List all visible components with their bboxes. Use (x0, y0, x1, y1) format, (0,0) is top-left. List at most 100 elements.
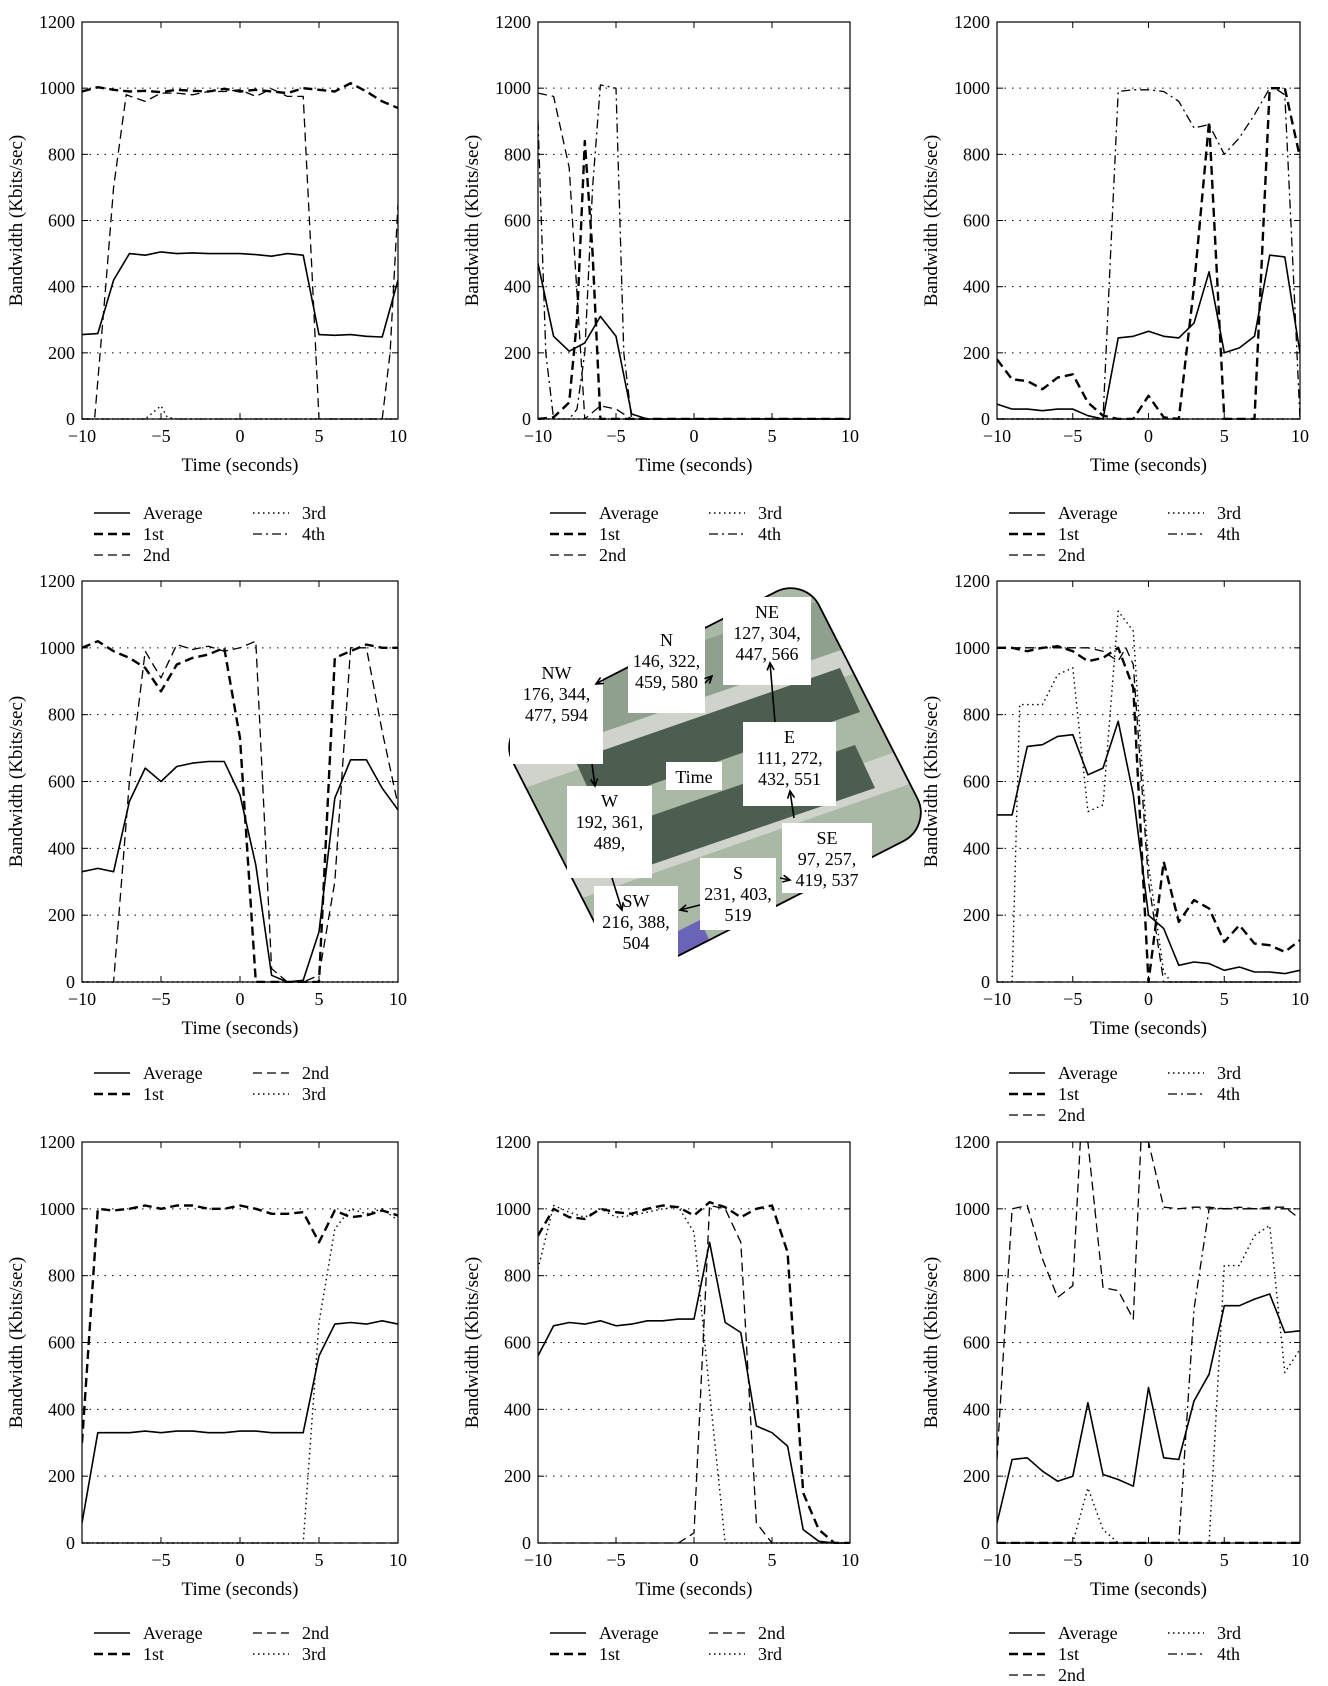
series-line-2nd (82, 88, 398, 420)
x-tick-label: 5 (315, 989, 324, 1009)
time-values: 504 (623, 933, 650, 953)
y-axis-label: Bandwidth (Kbits/sec) (6, 1257, 27, 1429)
series-line-1st (997, 645, 1300, 983)
y-axis-label: Bandwidth (Kbits/sec) (921, 1257, 942, 1429)
legend-entry: 2nd (599, 545, 626, 565)
time-values: 432, 551 (758, 769, 821, 789)
chart-1: 0 200 400 600 800 1000 1200 −10 −5 0 5 10 Time (seco… (6, 12, 407, 565)
legend-entry: 1st (599, 1644, 620, 1664)
series-line-3rd (538, 1204, 850, 1544)
x-tick-label: −10 (983, 426, 1011, 446)
arrow-head (782, 874, 792, 883)
direction-label: SE (816, 828, 837, 848)
x-tick-label: 0 (236, 989, 245, 1009)
y-tick-label: 200 (48, 905, 75, 925)
arrow-head (766, 661, 775, 671)
label-box (510, 658, 603, 764)
y-tick-label: 1200 (39, 1132, 75, 1152)
x-tick-label: −5 (151, 989, 170, 1009)
x-axis-label: Time (seconds) (1090, 1579, 1207, 1600)
series-line-4th (997, 1208, 1300, 1544)
legend-entry: 4th (1217, 524, 1240, 544)
direction-label: NE (755, 602, 779, 622)
x-tick-label: 0 (236, 426, 245, 446)
y-axis-label: Bandwidth (Kbits/sec) (462, 135, 483, 307)
arrow-head (786, 789, 796, 799)
y-tick-label: 1200 (495, 1132, 531, 1152)
y-tick-label: 400 (963, 1399, 990, 1419)
time-values: 146, 322, (633, 651, 701, 671)
time-values: 477, 594 (525, 705, 588, 725)
x-tick-label: 10 (389, 1550, 407, 1570)
legend-entry: 3rd (302, 1644, 326, 1664)
label-box (700, 858, 776, 930)
series-line-average (997, 720, 1300, 975)
legend-entry: 3rd (302, 1084, 326, 1104)
y-tick-label: 200 (48, 343, 75, 363)
y-tick-label: 1000 (954, 638, 990, 658)
x-tick-label: −10 (983, 989, 1011, 1009)
time-values: 97, 257, (798, 849, 857, 869)
legend-entry: 1st (1058, 524, 1079, 544)
y-tick-label: 1200 (954, 1132, 990, 1152)
series-line-3rd (997, 1224, 1300, 1544)
y-tick-label: 1000 (954, 78, 990, 98)
y-tick-label: 600 (504, 1333, 531, 1353)
direction-label: NW (542, 663, 572, 683)
x-tick-label: 5 (768, 426, 777, 446)
time-values: 192, 361, (576, 812, 644, 832)
series-line-average (538, 1241, 850, 1544)
series-line-1st (538, 139, 850, 420)
x-tick-label: 0 (1144, 426, 1153, 446)
legend-entry: 2nd (1058, 545, 1085, 565)
series-line-average (997, 254, 1300, 420)
y-axis-label: Bandwidth (Kbits/sec) (6, 696, 27, 868)
y-tick-label: 1000 (39, 78, 75, 98)
legend-entry: 3rd (1217, 1063, 1241, 1083)
y-tick-label: 200 (504, 343, 531, 363)
series-line-4th (538, 84, 850, 420)
y-tick-label: 1200 (954, 12, 990, 32)
time-values: 176, 344, (523, 684, 591, 704)
label-box (628, 625, 705, 713)
y-tick-label: 1200 (954, 571, 990, 591)
label-box (782, 823, 872, 893)
direction-label: S (733, 863, 743, 883)
legend-entry: 1st (143, 524, 164, 544)
y-tick-label: 1000 (954, 1199, 990, 1219)
x-tick-label: 10 (1291, 989, 1309, 1009)
series-line-3rd (82, 1208, 398, 1544)
chart-5: 0 200 400 600 800 1000 1200 −10 −5 0 5 10 Time (seco… (921, 571, 1309, 1125)
legend-entry: 4th (758, 524, 781, 544)
legend-entry: 1st (599, 524, 620, 544)
chart-2: 0 200 400 600 800 1000 1200 −10 −5 0 5 10 Time (seco… (462, 12, 859, 565)
series-line-average (538, 263, 850, 420)
x-tick-label: 5 (768, 1550, 777, 1570)
y-tick-label: 0 (522, 409, 531, 429)
y-tick-label: 800 (504, 144, 531, 164)
time-values: 447, 566 (736, 644, 799, 664)
legend-entry: 3rd (302, 503, 326, 523)
label-box (666, 762, 722, 790)
y-tick-label: 800 (504, 1266, 531, 1286)
y-tick-label: 0 (522, 1533, 531, 1553)
center-label: Time (675, 767, 712, 787)
legend-entry: 2nd (302, 1623, 329, 1643)
map-center-label: Time (666, 762, 722, 790)
chart-7: 0 200 400 600 800 1000 1200 −10 −5 0 5 10 Time (seco… (462, 1132, 859, 1664)
series-line-4th (997, 87, 1300, 420)
y-tick-label: 400 (504, 277, 531, 297)
x-axis-label: Time (seconds) (182, 1018, 299, 1039)
legend-entry: 2nd (302, 1063, 329, 1083)
series-line-1st (82, 1204, 398, 1443)
x-tick-label: −5 (606, 426, 625, 446)
series-line-2nd (82, 640, 398, 983)
y-tick-label: 400 (48, 277, 75, 297)
arrow (611, 877, 623, 911)
